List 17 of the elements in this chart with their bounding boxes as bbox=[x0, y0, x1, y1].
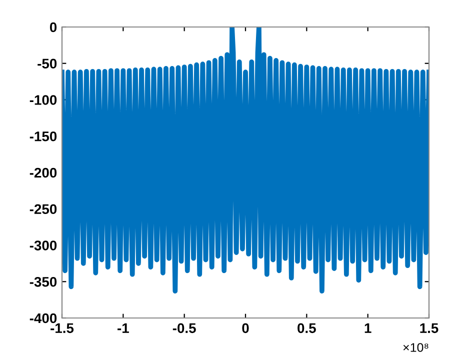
x-tick-label: 1 bbox=[364, 323, 372, 333]
y-tick-label: -50 bbox=[38, 58, 57, 69]
y-tick-label: -100 bbox=[30, 95, 57, 105]
x-tick-label: -1 bbox=[118, 323, 129, 333]
y-tick-label: -300 bbox=[30, 240, 57, 250]
y-tick-label: -350 bbox=[30, 276, 57, 287]
y-tick-label: -200 bbox=[30, 168, 57, 178]
y-tick-label: -250 bbox=[30, 204, 57, 214]
x-tick-label: 0.5 bbox=[298, 323, 316, 334]
x-tick-label: -0.5 bbox=[172, 323, 196, 334]
x-tick-label: -1.5 bbox=[50, 323, 74, 334]
x-tick-label: 1.5 bbox=[420, 323, 438, 334]
y-tick-label: 0 bbox=[50, 22, 57, 32]
y-tick-label: -400 bbox=[30, 313, 57, 324]
x-tick-label: 0 bbox=[242, 323, 249, 334]
text: ×10⁸ bbox=[403, 343, 428, 352]
y-tick-label: -150 bbox=[30, 131, 57, 142]
